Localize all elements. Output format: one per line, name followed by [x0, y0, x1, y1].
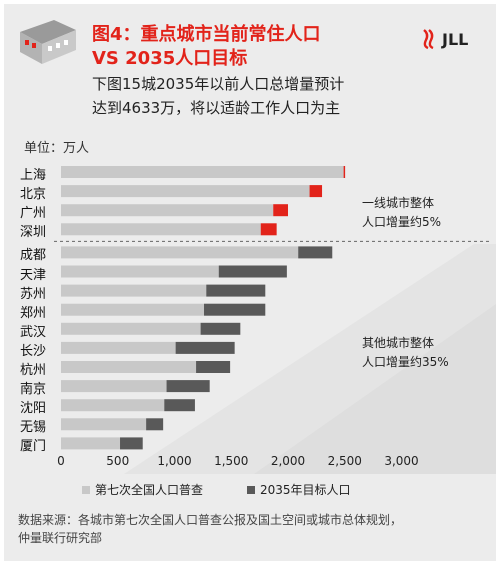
bar-target-increment	[120, 437, 143, 450]
x-tick-label: 2,500	[328, 454, 362, 468]
x-tick-label: 500	[106, 454, 129, 468]
x-tick-label: 2,000	[271, 454, 305, 468]
category-label: 深圳	[20, 225, 47, 241]
x-tick-label: 3,000	[384, 454, 418, 468]
x-tick-label: 1,500	[214, 454, 248, 468]
building-icon	[20, 20, 76, 64]
bar-target-increment	[200, 322, 241, 335]
legend-swatch-target	[247, 485, 256, 494]
bars-group	[61, 166, 346, 450]
other-annotation-line2: 人口增量约35%	[362, 355, 449, 369]
legend-label-target: 2035年目标人口	[260, 483, 351, 497]
legend-item-census: 第七次全国人口普查	[82, 481, 203, 498]
bar-census	[61, 361, 197, 373]
bar-census	[61, 399, 165, 412]
infographic-card: 图4：重点城市当前常住人口 VS 2035人口目标 下图15城2035年以前人口…	[4, 4, 496, 561]
legend-item-target: 2035年目标人口	[247, 481, 351, 498]
legend-swatch-census	[82, 485, 90, 494]
bar-target-increment	[164, 399, 195, 412]
bar-target-increment	[298, 246, 333, 259]
category-label: 苏州	[20, 286, 47, 302]
bar-census	[61, 204, 274, 217]
bar-target-increment	[204, 303, 266, 316]
bar-target-increment	[343, 166, 346, 178]
source-note: 数据来源：各城市第七次全国人口普查公报及国土空间或城市总体规划， 仲量联行研究部	[18, 511, 488, 547]
bar-target-increment	[196, 361, 231, 373]
bar-census	[61, 341, 176, 354]
bar-target-increment	[260, 223, 277, 236]
category-label: 厦门	[20, 439, 47, 455]
x-tick-label: 1,000	[157, 454, 191, 468]
bar-census	[61, 322, 201, 335]
background-decoration	[124, 244, 496, 474]
bar-census	[61, 246, 299, 259]
category-label: 北京	[20, 187, 47, 203]
bar-census	[61, 166, 344, 178]
chart-subtitle-line1: 下图15城2035年以前人口总增量预计	[92, 75, 345, 93]
category-label: 成都	[20, 248, 47, 264]
bar-census	[61, 265, 219, 278]
x-tick-label: 0	[57, 454, 65, 468]
legend: 第七次全国人口普查 2035年目标人口	[82, 481, 395, 498]
bar-target-increment	[218, 265, 287, 278]
bar-chart: 0 500 1,000 1,500 2,000 2,500 3,000	[54, 166, 492, 468]
unit-label: 单位：万人	[24, 141, 90, 156]
category-label: 天津	[20, 267, 47, 283]
category-label: 无锡	[20, 420, 47, 436]
jll-logo: JLL	[420, 28, 468, 50]
bar-target-increment	[309, 185, 323, 198]
category-label: 沈阳	[20, 401, 47, 417]
tier1-annotation-line2: 人口增量约5%	[362, 215, 442, 229]
chart-title-line2: VS 2035人口目标	[92, 48, 248, 69]
bar-target-increment	[273, 204, 288, 217]
tier1-annotation: 一线城市整体 人口增量约5%	[362, 194, 441, 232]
legend-label-census: 第七次全国人口普查	[95, 483, 204, 497]
bar-census	[61, 223, 261, 236]
bar-target-increment	[175, 341, 235, 354]
other-annotation-line1: 其他城市整体	[362, 336, 435, 350]
bar-census	[61, 303, 205, 316]
category-label: 广州	[20, 206, 47, 222]
category-label: 长沙	[20, 343, 47, 359]
bar-target-increment	[206, 284, 266, 297]
category-label: 杭州	[20, 363, 47, 378]
logo-text: JLL	[442, 29, 469, 49]
bar-census	[61, 185, 310, 198]
tier1-annotation-line1: 一线城市整体	[362, 196, 435, 210]
category-label: 武汉	[20, 324, 47, 340]
chart-subtitle-line2: 达到4633万，将以适龄工作人口为主	[92, 99, 341, 117]
source-line2: 仲量联行研究部	[18, 531, 103, 545]
x-axis-ticks: 0 500 1,000 1,500 2,000 2,500 3,000	[57, 454, 419, 468]
bar-census	[61, 418, 147, 431]
bar-census	[61, 380, 167, 393]
category-label: 上海	[20, 168, 47, 183]
bar-census	[61, 284, 207, 297]
other-annotation: 其他城市整体 人口增量约35%	[362, 334, 449, 372]
category-label: 郑州	[20, 305, 47, 321]
bar-target-increment	[146, 418, 164, 431]
category-label: 南京	[20, 382, 47, 398]
chart-title-line1: 图4：重点城市当前常住人口	[92, 24, 321, 45]
jll-logo-icon	[423, 29, 434, 50]
bar-target-increment	[166, 380, 210, 393]
source-line1: 数据来源：各城市第七次全国人口普查公报及国土空间或城市总体规划，	[18, 513, 403, 527]
bar-census	[61, 437, 121, 450]
